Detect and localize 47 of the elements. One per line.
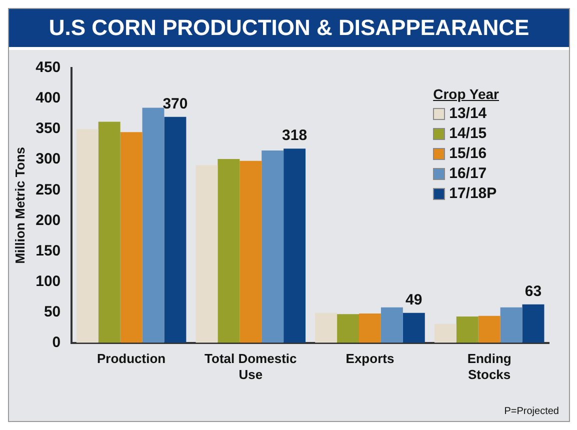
y-tick-label: 150 xyxy=(36,242,61,260)
y-tick-label: 300 xyxy=(36,150,61,168)
y-tick-label: 350 xyxy=(36,120,61,138)
bar xyxy=(240,160,262,343)
bar xyxy=(284,148,306,343)
x-tick-label: Total Domestic Use xyxy=(204,351,297,382)
legend-title: Crop Year xyxy=(433,86,499,102)
y-tick-label: 100 xyxy=(36,272,61,290)
bar xyxy=(262,150,284,343)
bar xyxy=(315,312,338,343)
y-tick-label: 450 xyxy=(36,59,61,76)
y-axis-title: Million Metric Tons xyxy=(12,147,28,264)
data-label: 370 xyxy=(162,95,188,112)
legend-label: 17/18P xyxy=(449,184,497,204)
bar xyxy=(196,165,218,343)
bar xyxy=(98,122,120,343)
bar xyxy=(337,314,360,343)
y-tick-label: 0 xyxy=(52,334,61,351)
y-tick-label: 400 xyxy=(36,90,61,107)
bar xyxy=(380,307,403,343)
bar xyxy=(456,316,478,343)
bar xyxy=(359,313,381,343)
bar xyxy=(142,108,164,343)
y-tick-label: 200 xyxy=(36,212,61,229)
legend-label: 13/14 xyxy=(449,104,487,124)
chart-title: U.S CORN PRODUCTION & DISAPPEARANCE xyxy=(9,9,569,50)
x-tick-label: Production xyxy=(96,351,166,366)
x-tick-label: Exports xyxy=(346,351,394,366)
bar xyxy=(76,129,98,343)
data-label: 318 xyxy=(282,127,308,144)
bar xyxy=(434,324,456,343)
legend-label: 14/15 xyxy=(449,124,487,144)
bar xyxy=(120,132,142,343)
bar xyxy=(402,312,425,343)
x-tick-label: Ending Stocks xyxy=(467,351,512,382)
bar xyxy=(164,116,186,343)
data-label: 49 xyxy=(406,292,422,309)
bar xyxy=(500,307,522,343)
legend-label: 16/17 xyxy=(449,164,487,184)
legend-label: 15/16 xyxy=(449,144,487,164)
y-tick-label: 250 xyxy=(36,181,61,198)
bar xyxy=(218,158,240,343)
bar xyxy=(522,304,544,343)
y-tick-label: 50 xyxy=(44,303,61,320)
bar xyxy=(478,316,500,343)
data-label: 63 xyxy=(524,282,542,300)
text: P=Projected xyxy=(504,406,559,417)
